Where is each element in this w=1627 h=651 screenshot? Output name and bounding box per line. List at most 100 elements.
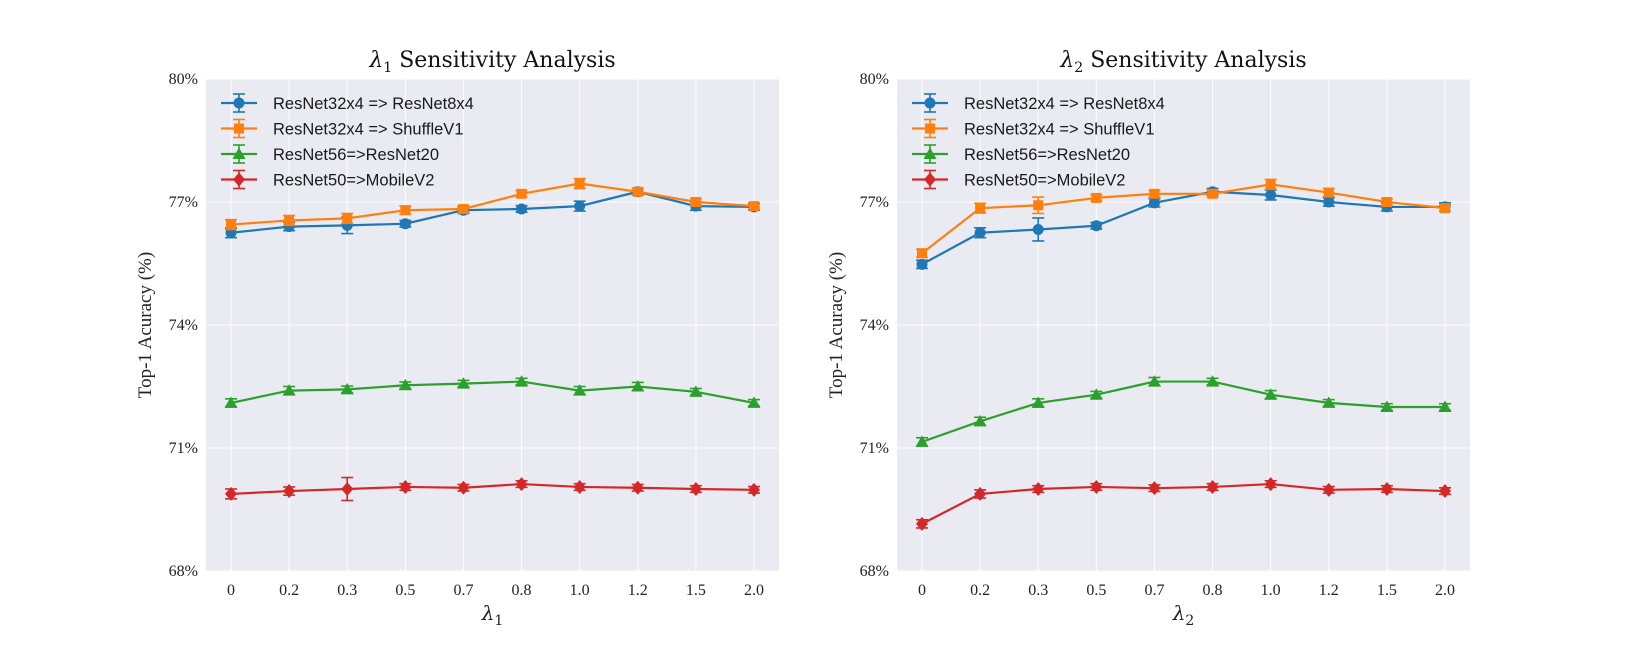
lambda2-series-0-point-1 <box>974 227 986 239</box>
lambda1-xtick-label-6: 1.0 <box>570 582 590 599</box>
lambda2-xtick-label-7: 1.2 <box>1319 582 1339 599</box>
lambda1-xtick-label-9: 2.0 <box>744 582 764 599</box>
lambda1-ytick-label-0: 68% <box>169 563 198 580</box>
lambda2-series-0-point-0 <box>916 258 928 270</box>
lambda2-xtick-label-3: 0.5 <box>1086 582 1106 599</box>
lambda2-series-2-point-0 <box>915 435 929 447</box>
lambda2-series-0-point-2 <box>1032 223 1044 235</box>
lambda2-series-3-point-7 <box>1322 482 1335 497</box>
lambda1-series-2-point-4 <box>456 377 470 389</box>
lambda2-y-axis-label: Top-1 Acuracy (%) <box>826 252 847 398</box>
lambda1-series-2-point-3 <box>398 378 412 391</box>
lambda1-legend-label-2: ResNet56=>ResNet20 <box>273 146 439 164</box>
lambda2-legend-marker-1 <box>925 123 935 134</box>
lambda1-legend-item-2: ResNet56=>ResNet20 <box>221 144 439 164</box>
lambda1-legend-marker-3 <box>233 172 245 187</box>
lambda1-legend-item-1: ResNet32x4 => ShuffleV1 <box>221 118 464 139</box>
lambda2-xtick-label-2: 0.3 <box>1028 582 1048 599</box>
lambda2-series-2-point-6 <box>1264 388 1278 400</box>
lambda2-xtick-label-0: 0 <box>918 582 926 599</box>
lambda2-series-2-point-3 <box>1089 388 1103 400</box>
lambda2-series-2-point-4 <box>1147 375 1161 387</box>
lambda1-series-2-line <box>230 380 755 404</box>
lambda1-legend-label-1: ResNet32x4 => ShuffleV1 <box>273 121 464 139</box>
lambda1-series-0-line <box>230 190 755 234</box>
lambda2-series-0-point-6 <box>1265 189 1277 201</box>
lambda2-series-3-line <box>921 482 1446 525</box>
lambda2-legend-label-3: ResNet50=>MobileV2 <box>964 172 1125 190</box>
lambda2-series-1-line <box>921 183 1446 255</box>
lambda2-series-2-point-7 <box>1322 396 1336 408</box>
lambda2-series-3-point-2 <box>1032 482 1045 496</box>
lambda1-series-1-point-2 <box>342 213 353 224</box>
lambda2-series-3-point-0 <box>916 516 928 531</box>
lambda1-series-3-point-0 <box>225 486 237 501</box>
lambda1-legend-item-0: ResNet32x4 => ResNet8x4 <box>221 93 474 113</box>
lambda2-legend-marker-2 <box>923 147 937 159</box>
lambda2-series-3-point-6 <box>1264 477 1277 492</box>
lambda1-series-0-point-3 <box>399 218 411 230</box>
lambda1-series-3-line <box>230 482 755 496</box>
lambda1-chart-title: λ1 Sensitivity Analysis <box>368 48 615 76</box>
lambda1-series-1-line <box>230 182 755 226</box>
lambda1-series-2-point-9 <box>747 396 761 408</box>
lambda2-ytick-label-3: 77% <box>860 194 889 211</box>
lambda2-series-1-point-1 <box>975 203 986 214</box>
lambda1-series-1-point-1 <box>284 215 295 226</box>
lambda1-series-3-point-1 <box>283 484 296 499</box>
lambda2-series-3-point-4 <box>1148 481 1161 496</box>
lambda2-legend-marker-3 <box>924 172 936 187</box>
lambda2-xtick-label-6: 1.0 <box>1261 582 1281 599</box>
lambda2-series-1-point-0 <box>917 248 927 259</box>
lambda1-series-1-point-5 <box>516 188 527 199</box>
lambda1-x-axis-label: λ1 <box>481 601 504 629</box>
lambda1-series-1-point-3 <box>400 205 411 216</box>
lambda1-xtick-label-5: 0.8 <box>512 582 532 599</box>
lambda1-ytick-label-2: 74% <box>169 317 198 334</box>
lambda1-ytick-label-1: 71% <box>169 440 198 457</box>
lambda1-series-0-point-5 <box>516 203 528 215</box>
lambda1-y-axis-label: Top-1 Acuracy (%) <box>135 252 156 398</box>
lambda1-series-1-point-9 <box>749 201 759 212</box>
lambda2-xtick-label-4: 0.7 <box>1144 582 1164 599</box>
lambda2-series-2-line <box>921 380 1445 443</box>
lambda1-legend-item-3: ResNet50=>MobileV2 <box>221 169 434 190</box>
lambda2-legend-label-0: ResNet32x4 => ResNet8x4 <box>964 95 1165 113</box>
lambda1-series-3 <box>225 476 760 502</box>
lambda2-ytick-label-0: 68% <box>860 563 889 580</box>
lambda1-xtick-label-7: 1.2 <box>628 582 648 599</box>
lambda1-series-2 <box>224 375 761 408</box>
lambda2-series-2-point-9 <box>1438 400 1452 412</box>
lambda2-series-0-point-4 <box>1148 197 1160 209</box>
lambda2-series-1-point-5 <box>1207 188 1218 199</box>
lambda1-series-2-point-1 <box>282 384 296 396</box>
lambda1-series-2-point-6 <box>573 384 587 396</box>
lambda1-series-3-point-5 <box>515 477 528 492</box>
lambda1-legend-marker-1 <box>234 123 244 134</box>
lambda1-series-1-point-4 <box>458 203 469 214</box>
lambda2-series-1 <box>916 178 1451 259</box>
lambda1-series-3-point-8 <box>689 482 702 496</box>
lambda2-legend-item-3: ResNet50=>MobileV2 <box>912 169 1125 190</box>
lambda2-legend-item-0: ResNet32x4 => ResNet8x4 <box>912 93 1165 113</box>
lambda1-legend-marker-2 <box>232 147 246 159</box>
lambda2-ytick-label-1: 71% <box>860 440 889 457</box>
lambda1-series-3-point-3 <box>399 479 412 494</box>
lambda2-legend-label-1: ResNet32x4 => ShuffleV1 <box>964 121 1155 139</box>
lambda2-series-2-point-5 <box>1206 375 1220 387</box>
lambda1-series-1-point-8 <box>690 197 701 207</box>
lambda2-xtick-label-9: 2.0 <box>1435 582 1455 599</box>
lambda2-legend-item-2: ResNet56=>ResNet20 <box>912 144 1130 164</box>
lambda1-series-2-point-7 <box>631 380 645 392</box>
lambda1-ytick-label-4: 80% <box>169 71 198 88</box>
lambda2-xtick-label-8: 1.5 <box>1377 582 1397 599</box>
lambda1-legend-marker-0 <box>233 97 245 109</box>
lambda1-ytick-label-3: 77% <box>169 194 198 211</box>
lambda2-legend: ResNet32x4 => ResNet8x4 ResNet32x4 => Shu… <box>912 93 1165 190</box>
lambda1-series-2-point-5 <box>515 375 529 387</box>
lambda1-series-3-point-6 <box>573 479 586 494</box>
lambda1-series-2-point-2 <box>340 382 354 395</box>
lambda1-xtick-label-0: 0 <box>227 582 235 599</box>
lambda2-series-1-point-9 <box>1440 203 1450 214</box>
